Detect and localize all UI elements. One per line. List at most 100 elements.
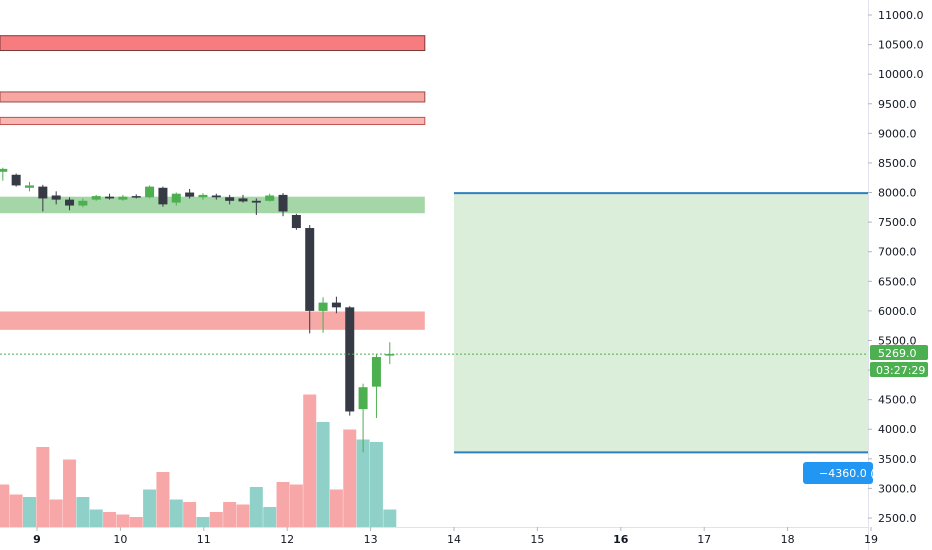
volume-bar — [356, 439, 370, 527]
candle-body — [345, 307, 355, 412]
zones-layer — [0, 35, 426, 330]
time-axis[interactable]: 9 10 11 12 13 14 15 16 17 18 19 — [33, 527, 878, 546]
candle — [278, 193, 288, 217]
candle-body — [305, 228, 315, 311]
volume-bar — [289, 484, 303, 527]
y-tick-label: 6000.0 — [878, 305, 917, 318]
x-tick-label: 15 — [530, 533, 544, 546]
volume-bar — [383, 509, 397, 527]
volume-bar — [156, 472, 170, 527]
volume-bar — [263, 507, 277, 527]
volume-bar — [249, 487, 263, 527]
candle — [51, 191, 61, 205]
y-tick-label: 5500.0 — [878, 334, 917, 347]
measure-badge[interactable]: −4360.0 (− — [803, 462, 884, 484]
candle-body — [371, 357, 381, 387]
candle — [211, 193, 221, 200]
volume-bar — [223, 502, 237, 527]
y-tick-label: 4500.0 — [878, 394, 917, 407]
candle — [185, 188, 195, 199]
y-tick-label: 10500.0 — [878, 39, 924, 52]
y-tick-label: 2500.0 — [878, 512, 917, 525]
candle-body — [51, 195, 61, 200]
candle-body — [198, 194, 208, 198]
volume-bar — [76, 497, 90, 527]
measure-badge-label: −4360.0 (− — [819, 467, 884, 480]
volume-bar — [329, 489, 343, 527]
candle-body — [131, 196, 141, 198]
candle-body — [185, 192, 195, 197]
volume-bar — [49, 499, 63, 527]
candle — [78, 198, 88, 208]
volume-bar — [169, 499, 183, 527]
candle — [385, 342, 395, 365]
volume-bar — [196, 517, 210, 527]
x-tick-label: 13 — [364, 533, 378, 546]
price-axis[interactable]: 11000.0 10500.0 10000.0 9500.0 9000.0 8500.0 8… — [868, 9, 924, 525]
candle-body — [251, 200, 261, 203]
target-box-layer[interactable] — [454, 192, 868, 454]
candle — [345, 306, 355, 416]
candle — [251, 198, 261, 216]
candle-body — [385, 354, 395, 356]
y-tick-label: 11000.0 — [878, 9, 924, 22]
volume-bar — [116, 514, 130, 527]
candle — [24, 181, 34, 192]
x-tick-label: 12 — [280, 533, 294, 546]
x-tick-label: 17 — [697, 533, 711, 546]
candle — [171, 192, 181, 206]
volume-bar — [0, 484, 10, 527]
candle-body — [331, 302, 341, 308]
target-box-fill — [454, 193, 868, 453]
candle — [265, 193, 275, 202]
volume-bar — [209, 512, 223, 527]
candle — [225, 194, 235, 205]
candle-body — [265, 195, 275, 201]
x-tick-label: 9 — [33, 533, 41, 546]
candle — [358, 383, 368, 453]
candle — [331, 296, 341, 314]
volume-bar — [22, 497, 36, 527]
y-tick-label: 8000.0 — [878, 187, 917, 200]
y-tick-label: 3500.0 — [878, 453, 917, 466]
candle-body — [118, 196, 128, 200]
volume-bar — [183, 502, 197, 527]
volume-bar — [129, 517, 143, 527]
volume-bar — [89, 509, 103, 527]
candle-body — [38, 186, 48, 199]
countdown-badge: 03:27:29 — [870, 362, 928, 377]
candle — [118, 194, 128, 201]
volume-bar — [369, 442, 383, 527]
countdown-badge-label: 03:27:29 — [876, 364, 925, 377]
y-tick-label: 10000.0 — [878, 68, 924, 81]
y-tick-label: 8500.0 — [878, 157, 917, 170]
resistance-zone-1 — [0, 35, 426, 52]
candle — [238, 194, 248, 203]
x-tick-label: 18 — [781, 533, 795, 546]
resistance-zone-2 — [0, 91, 426, 103]
candle-body — [211, 195, 221, 198]
candle — [0, 167, 8, 181]
x-tick-label: 10 — [113, 533, 127, 546]
volume-bar — [36, 447, 50, 527]
volume-bar — [303, 394, 317, 527]
candle-body — [145, 186, 155, 198]
candle-body — [158, 187, 168, 205]
candle-body — [238, 198, 248, 202]
y-tick-label: 7500.0 — [878, 216, 917, 229]
x-tick-label: 16 — [613, 533, 629, 546]
candle — [145, 185, 155, 199]
candle-body — [105, 196, 115, 199]
candle-body — [65, 199, 75, 206]
support-zone — [0, 196, 425, 214]
candle-body — [91, 196, 101, 200]
candle-body — [278, 194, 288, 212]
candle — [91, 194, 101, 201]
volume-bar — [276, 482, 290, 527]
candle — [198, 193, 208, 200]
candle — [158, 186, 168, 207]
resistance-zone-3 — [0, 116, 426, 125]
candle-body — [24, 185, 34, 188]
